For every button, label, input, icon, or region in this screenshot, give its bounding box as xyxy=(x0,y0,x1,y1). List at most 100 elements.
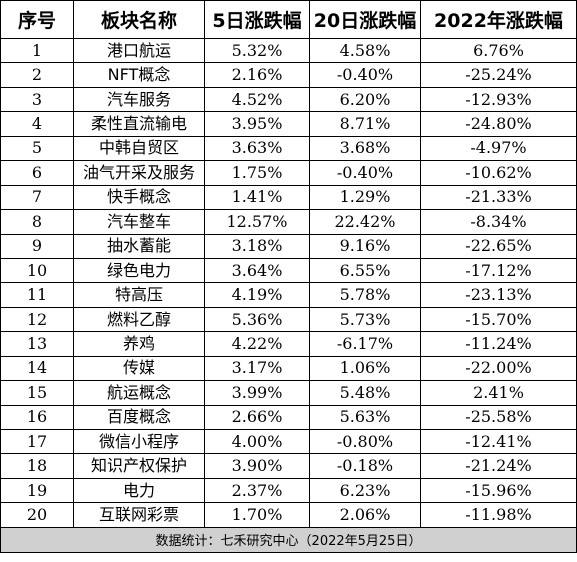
table-row: 2 NFT概念 2.16% -0.40% -25.24% xyxy=(0,62,577,88)
cell-rank: 2 xyxy=(0,62,74,88)
cell-chg-5d: 4.52% xyxy=(204,86,310,113)
header-sector: 板块名称 xyxy=(73,0,205,39)
cell-chg-20d: -0.40% xyxy=(309,62,421,88)
cell-chg-5d: 2.37% xyxy=(204,477,310,504)
cell-sector: 港口航运 xyxy=(73,37,205,64)
header-chg-5d: 5日涨跌幅 xyxy=(204,0,310,39)
table-row: 18 知识产权保护 3.90% -0.18% -21.24% xyxy=(0,453,577,479)
cell-chg-20d: -6.17% xyxy=(309,331,421,357)
cell-chg-2022: 6.76% xyxy=(420,37,577,64)
cell-chg-5d: 2.66% xyxy=(204,404,310,431)
cell-chg-2022: -17.12% xyxy=(420,257,577,284)
cell-rank: 15 xyxy=(0,380,74,406)
table-row: 12 燃料乙醇 5.36% 5.73% -15.70% xyxy=(0,306,577,333)
cell-chg-20d: 22.42% xyxy=(309,209,421,235)
cell-chg-20d: 5.78% xyxy=(309,282,421,308)
table-row: 13 养鸡 4.22% -6.17% -11.24% xyxy=(0,331,577,357)
cell-rank: 4 xyxy=(0,111,74,137)
cell-chg-5d: 3.17% xyxy=(204,355,310,382)
cell-rank: 3 xyxy=(0,86,74,113)
table-row: 4 柔性直流输电 3.95% 8.71% -24.80% xyxy=(0,111,577,137)
cell-chg-5d: 5.36% xyxy=(204,306,310,333)
cell-chg-5d: 3.99% xyxy=(204,380,310,406)
cell-chg-20d: 2.06% xyxy=(309,502,421,528)
table-row: 7 快手概念 1.41% 1.29% -21.33% xyxy=(0,184,577,211)
cell-chg-20d: 1.06% xyxy=(309,355,421,382)
cell-chg-2022: -4.97% xyxy=(420,135,577,162)
cell-chg-2022: -22.00% xyxy=(420,355,577,382)
cell-sector: 电力 xyxy=(73,477,205,504)
cell-rank: 16 xyxy=(0,404,74,431)
cell-chg-20d: 9.16% xyxy=(309,233,421,259)
header-chg-2022: 2022年涨跌幅 xyxy=(420,0,577,39)
cell-chg-2022: -15.96% xyxy=(420,477,577,504)
cell-rank: 9 xyxy=(0,233,74,259)
cell-rank: 20 xyxy=(0,502,74,528)
table-row: 1 港口航运 5.32% 4.58% 6.76% xyxy=(0,37,577,64)
cell-chg-20d: 6.23% xyxy=(309,477,421,504)
table-body: 1 港口航运 5.32% 4.58% 6.76% 2 NFT概念 2.16% -0.40% -25… xyxy=(0,37,577,528)
table-row: 5 中韩自贸区 3.63% 3.68% -4.97% xyxy=(0,135,577,162)
cell-sector: 抽水蓄能 xyxy=(73,233,205,259)
footer-row: 数据统计：七禾研究中心（2022年5月25日） xyxy=(0,526,577,553)
cell-chg-20d: 6.20% xyxy=(309,86,421,113)
cell-chg-5d: 3.64% xyxy=(204,257,310,284)
table-row: 6 油气开采及服务 1.75% -0.40% -10.62% xyxy=(0,160,577,186)
cell-chg-5d: 2.16% xyxy=(204,62,310,88)
cell-chg-20d: 8.71% xyxy=(309,111,421,137)
table-row: 15 航运概念 3.99% 5.48% 2.41% xyxy=(0,380,577,406)
cell-chg-20d: 5.63% xyxy=(309,404,421,431)
cell-rank: 8 xyxy=(0,209,74,235)
cell-rank: 1 xyxy=(0,37,74,64)
cell-chg-5d: 3.95% xyxy=(204,111,310,137)
header-row: 序号 板块名称 5日涨跌幅 20日涨跌幅 2022年涨跌幅 xyxy=(0,0,577,39)
cell-chg-5d: 3.18% xyxy=(204,233,310,259)
cell-chg-2022: -24.80% xyxy=(420,111,577,137)
cell-sector: 知识产权保护 xyxy=(73,453,205,479)
cell-sector: 油气开采及服务 xyxy=(73,160,205,186)
cell-chg-2022: -23.13% xyxy=(420,282,577,308)
cell-chg-20d: -0.18% xyxy=(309,453,421,479)
cell-chg-2022: -25.24% xyxy=(420,62,577,88)
cell-rank: 13 xyxy=(0,331,74,357)
cell-chg-5d: 1.70% xyxy=(204,502,310,528)
cell-chg-5d: 4.19% xyxy=(204,282,310,308)
cell-sector: 柔性直流输电 xyxy=(73,111,205,137)
header-rank: 序号 xyxy=(0,0,74,39)
table-row: 11 特高压 4.19% 5.78% -23.13% xyxy=(0,282,577,308)
cell-rank: 19 xyxy=(0,477,74,504)
cell-chg-5d: 12.57% xyxy=(204,209,310,235)
cell-sector: 微信小程序 xyxy=(73,428,205,455)
cell-chg-20d: 6.55% xyxy=(309,257,421,284)
cell-chg-2022: -10.62% xyxy=(420,160,577,186)
cell-chg-20d: 1.29% xyxy=(309,184,421,211)
cell-chg-2022: 2.41% xyxy=(420,380,577,406)
cell-chg-2022: -12.93% xyxy=(420,86,577,113)
cell-chg-2022: -15.70% xyxy=(420,306,577,333)
cell-chg-2022: -21.24% xyxy=(420,453,577,479)
table-row: 9 抽水蓄能 3.18% 9.16% -22.65% xyxy=(0,233,577,259)
cell-chg-20d: -0.80% xyxy=(309,428,421,455)
cell-chg-20d: 5.73% xyxy=(309,306,421,333)
cell-sector: 互联网彩票 xyxy=(73,502,205,528)
table-row: 19 电力 2.37% 6.23% -15.96% xyxy=(0,477,577,504)
cell-rank: 14 xyxy=(0,355,74,382)
cell-sector: 绿色电力 xyxy=(73,257,205,284)
cell-chg-2022: -11.98% xyxy=(420,502,577,528)
cell-sector: 航运概念 xyxy=(73,380,205,406)
table-row: 14 传媒 3.17% 1.06% -22.00% xyxy=(0,355,577,382)
cell-sector: 传媒 xyxy=(73,355,205,382)
cell-sector: 燃料乙醇 xyxy=(73,306,205,333)
cell-chg-2022: -11.24% xyxy=(420,331,577,357)
cell-sector: NFT概念 xyxy=(73,62,205,88)
cell-chg-2022: -12.41% xyxy=(420,428,577,455)
cell-chg-5d: 1.41% xyxy=(204,184,310,211)
cell-chg-5d: 4.22% xyxy=(204,331,310,357)
cell-rank: 10 xyxy=(0,257,74,284)
cell-sector: 快手概念 xyxy=(73,184,205,211)
cell-chg-20d: 3.68% xyxy=(309,135,421,162)
table-row: 8 汽车整车 12.57% 22.42% -8.34% xyxy=(0,209,577,235)
cell-chg-5d: 3.63% xyxy=(204,135,310,162)
cell-chg-5d: 4.00% xyxy=(204,428,310,455)
